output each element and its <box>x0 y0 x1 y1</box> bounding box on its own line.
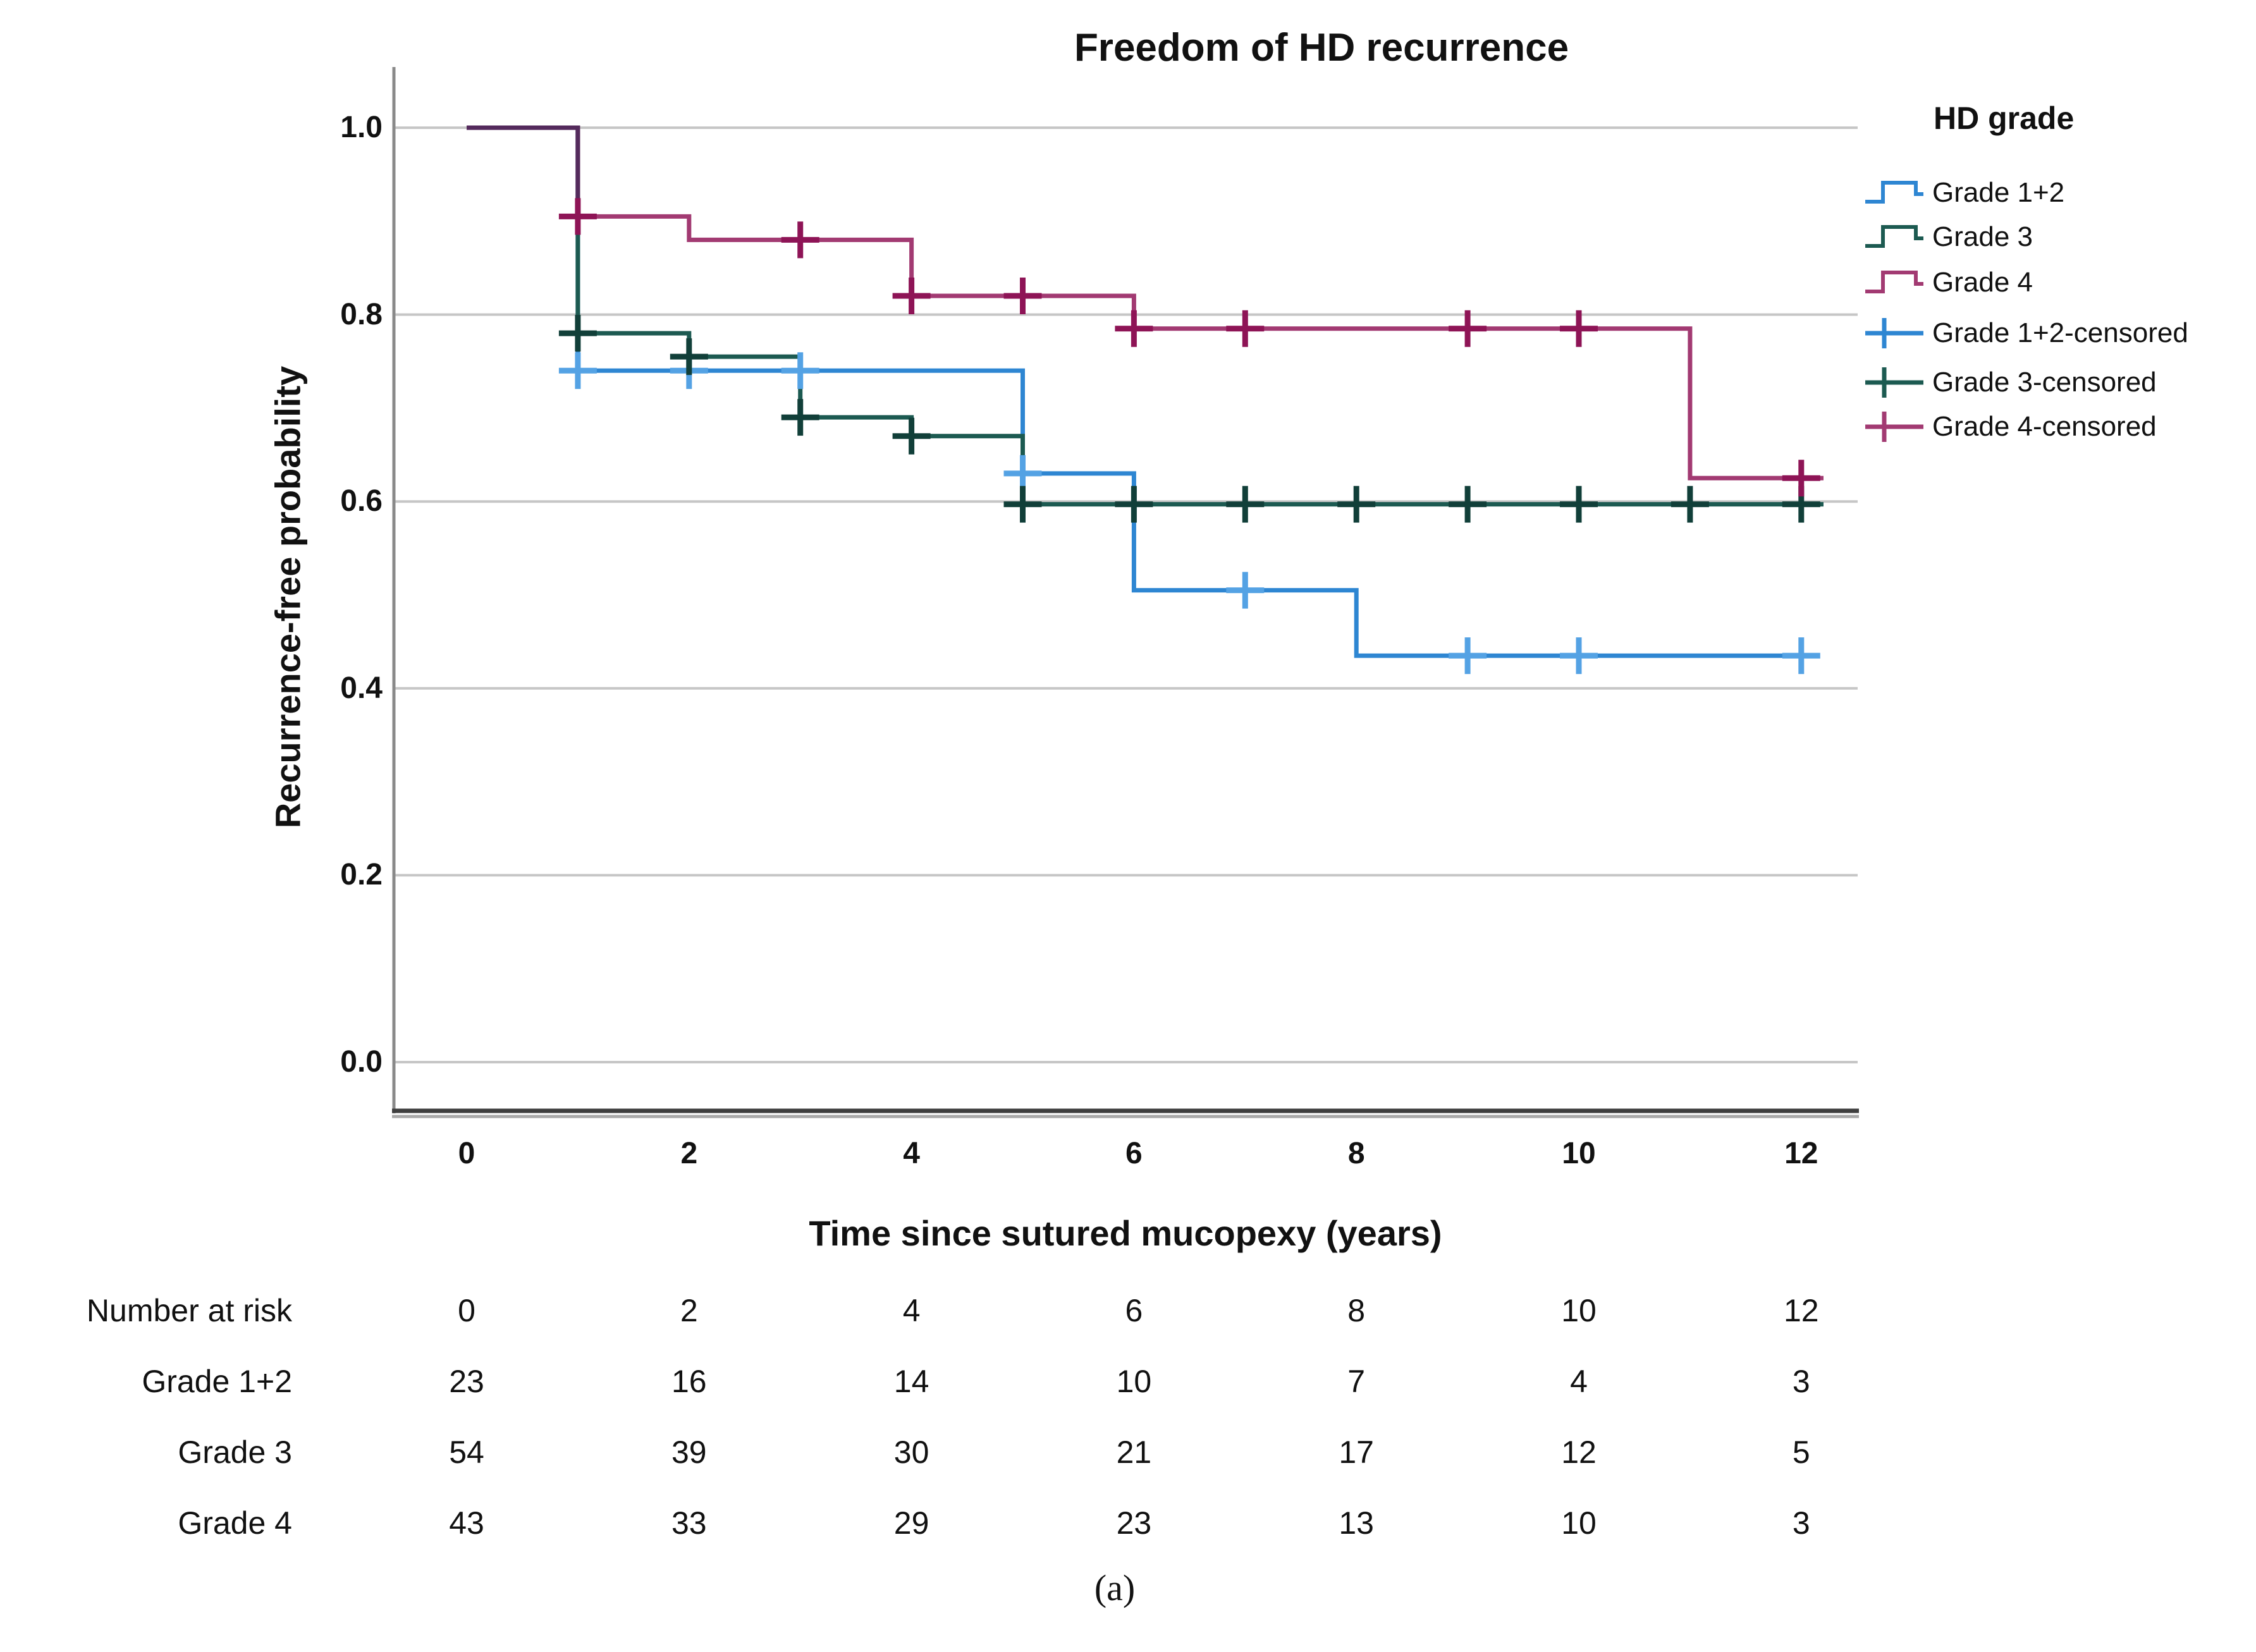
risk-value: 23 <box>449 1364 484 1399</box>
risk-value: 39 <box>671 1435 707 1470</box>
legend-entry-label: Grade 1+2-censored <box>1932 317 2188 348</box>
y-tick-label: 0.8 <box>340 297 383 331</box>
x-tick-label: 2 <box>680 1137 698 1170</box>
legend-entry-label: Grade 3 <box>1932 221 2033 252</box>
risk-value: 29 <box>893 1505 929 1541</box>
risk-value: 3 <box>1792 1505 1810 1541</box>
y-tick-label: 0.6 <box>340 484 383 518</box>
legend-censor-plus-icon <box>1865 318 1923 348</box>
risk-value: 13 <box>1339 1505 1374 1541</box>
risk-value: 10 <box>1561 1293 1597 1328</box>
legend-entry: Grade 4 <box>1864 264 2033 301</box>
risk-value: 43 <box>449 1505 484 1541</box>
x-tick-label: 4 <box>903 1137 920 1170</box>
risk-value: 7 <box>1347 1364 1366 1399</box>
legend-entry-label: Grade 3-censored <box>1932 367 2157 398</box>
legend-censor-plus-icon <box>1865 412 1923 442</box>
series-line-grade-3 <box>467 125 1824 507</box>
figure-caption: (a) <box>1094 1567 1136 1608</box>
y-tick-label: 0.4 <box>340 671 383 705</box>
x-tick-label: 8 <box>1347 1137 1365 1170</box>
risk-value: 21 <box>1116 1435 1152 1470</box>
risk-value: 10 <box>1561 1505 1597 1541</box>
risk-value: 6 <box>1125 1293 1143 1328</box>
legend-step-icon <box>1865 225 1923 248</box>
chart-title: Freedom of HD recurrence <box>1074 26 1569 70</box>
risk-value: 17 <box>1339 1435 1374 1470</box>
y-axis-label: Recurrence-free probability <box>267 365 308 829</box>
series-line-grade-1-2 <box>467 125 1807 658</box>
risk-value: 3 <box>1792 1364 1810 1399</box>
legend-censor-plus-icon <box>1865 367 1923 398</box>
risk-value: 12 <box>1783 1293 1819 1328</box>
risk-value: 8 <box>1347 1293 1366 1328</box>
legend-entry: Grade 3 <box>1864 219 2033 255</box>
legend-title: HD grade <box>1934 101 2075 136</box>
risk-value: 10 <box>1116 1364 1152 1399</box>
risk-table-header: Number at risk <box>86 1293 292 1328</box>
risk-value: 0 <box>458 1293 475 1328</box>
x-tick-label: 6 <box>1125 1137 1143 1170</box>
legend-entry: Grade 4-censored <box>1864 408 2157 445</box>
x-tick-label: 10 <box>1562 1137 1596 1170</box>
legend-entry-label: Grade 4 <box>1932 267 2033 298</box>
series-line-grade-4 <box>467 125 1824 480</box>
risk-value: 14 <box>893 1364 929 1399</box>
risk-value: 5 <box>1792 1435 1810 1470</box>
risk-row-label: Grade 1+2 <box>142 1364 292 1399</box>
series-overlap-segment <box>467 125 580 217</box>
legend-step-icon <box>1865 271 1923 293</box>
risk-value: 23 <box>1116 1505 1152 1541</box>
risk-value: 4 <box>902 1293 921 1328</box>
y-tick-label: 1.0 <box>340 111 383 144</box>
risk-row-label: Grade 4 <box>178 1505 292 1541</box>
risk-value: 2 <box>680 1293 698 1328</box>
legend-entry: Grade 3-censored <box>1864 364 2157 401</box>
legend-entry-label: Grade 4-censored <box>1932 411 2157 442</box>
legend-step-icon <box>1865 181 1923 204</box>
risk-value: 4 <box>1570 1364 1588 1399</box>
risk-row-label: Grade 3 <box>178 1435 292 1470</box>
x-tick-label: 12 <box>1784 1137 1818 1170</box>
legend-entry: Grade 1+2 <box>1864 174 2064 211</box>
risk-value: 30 <box>893 1435 929 1470</box>
risk-value: 33 <box>671 1505 707 1541</box>
x-axis-label: Time since sutured mucopexy (years) <box>809 1213 1442 1253</box>
legend-entry-label: Grade 1+2 <box>1932 177 2065 208</box>
y-tick-label: 0.2 <box>340 858 383 892</box>
risk-value: 16 <box>671 1364 707 1399</box>
x-tick-label: 0 <box>458 1137 475 1170</box>
y-tick-label: 0.0 <box>340 1045 383 1079</box>
risk-value: 54 <box>449 1435 484 1470</box>
legend-entry: Grade 1+2-censored <box>1864 315 2188 352</box>
risk-value: 12 <box>1561 1435 1597 1470</box>
